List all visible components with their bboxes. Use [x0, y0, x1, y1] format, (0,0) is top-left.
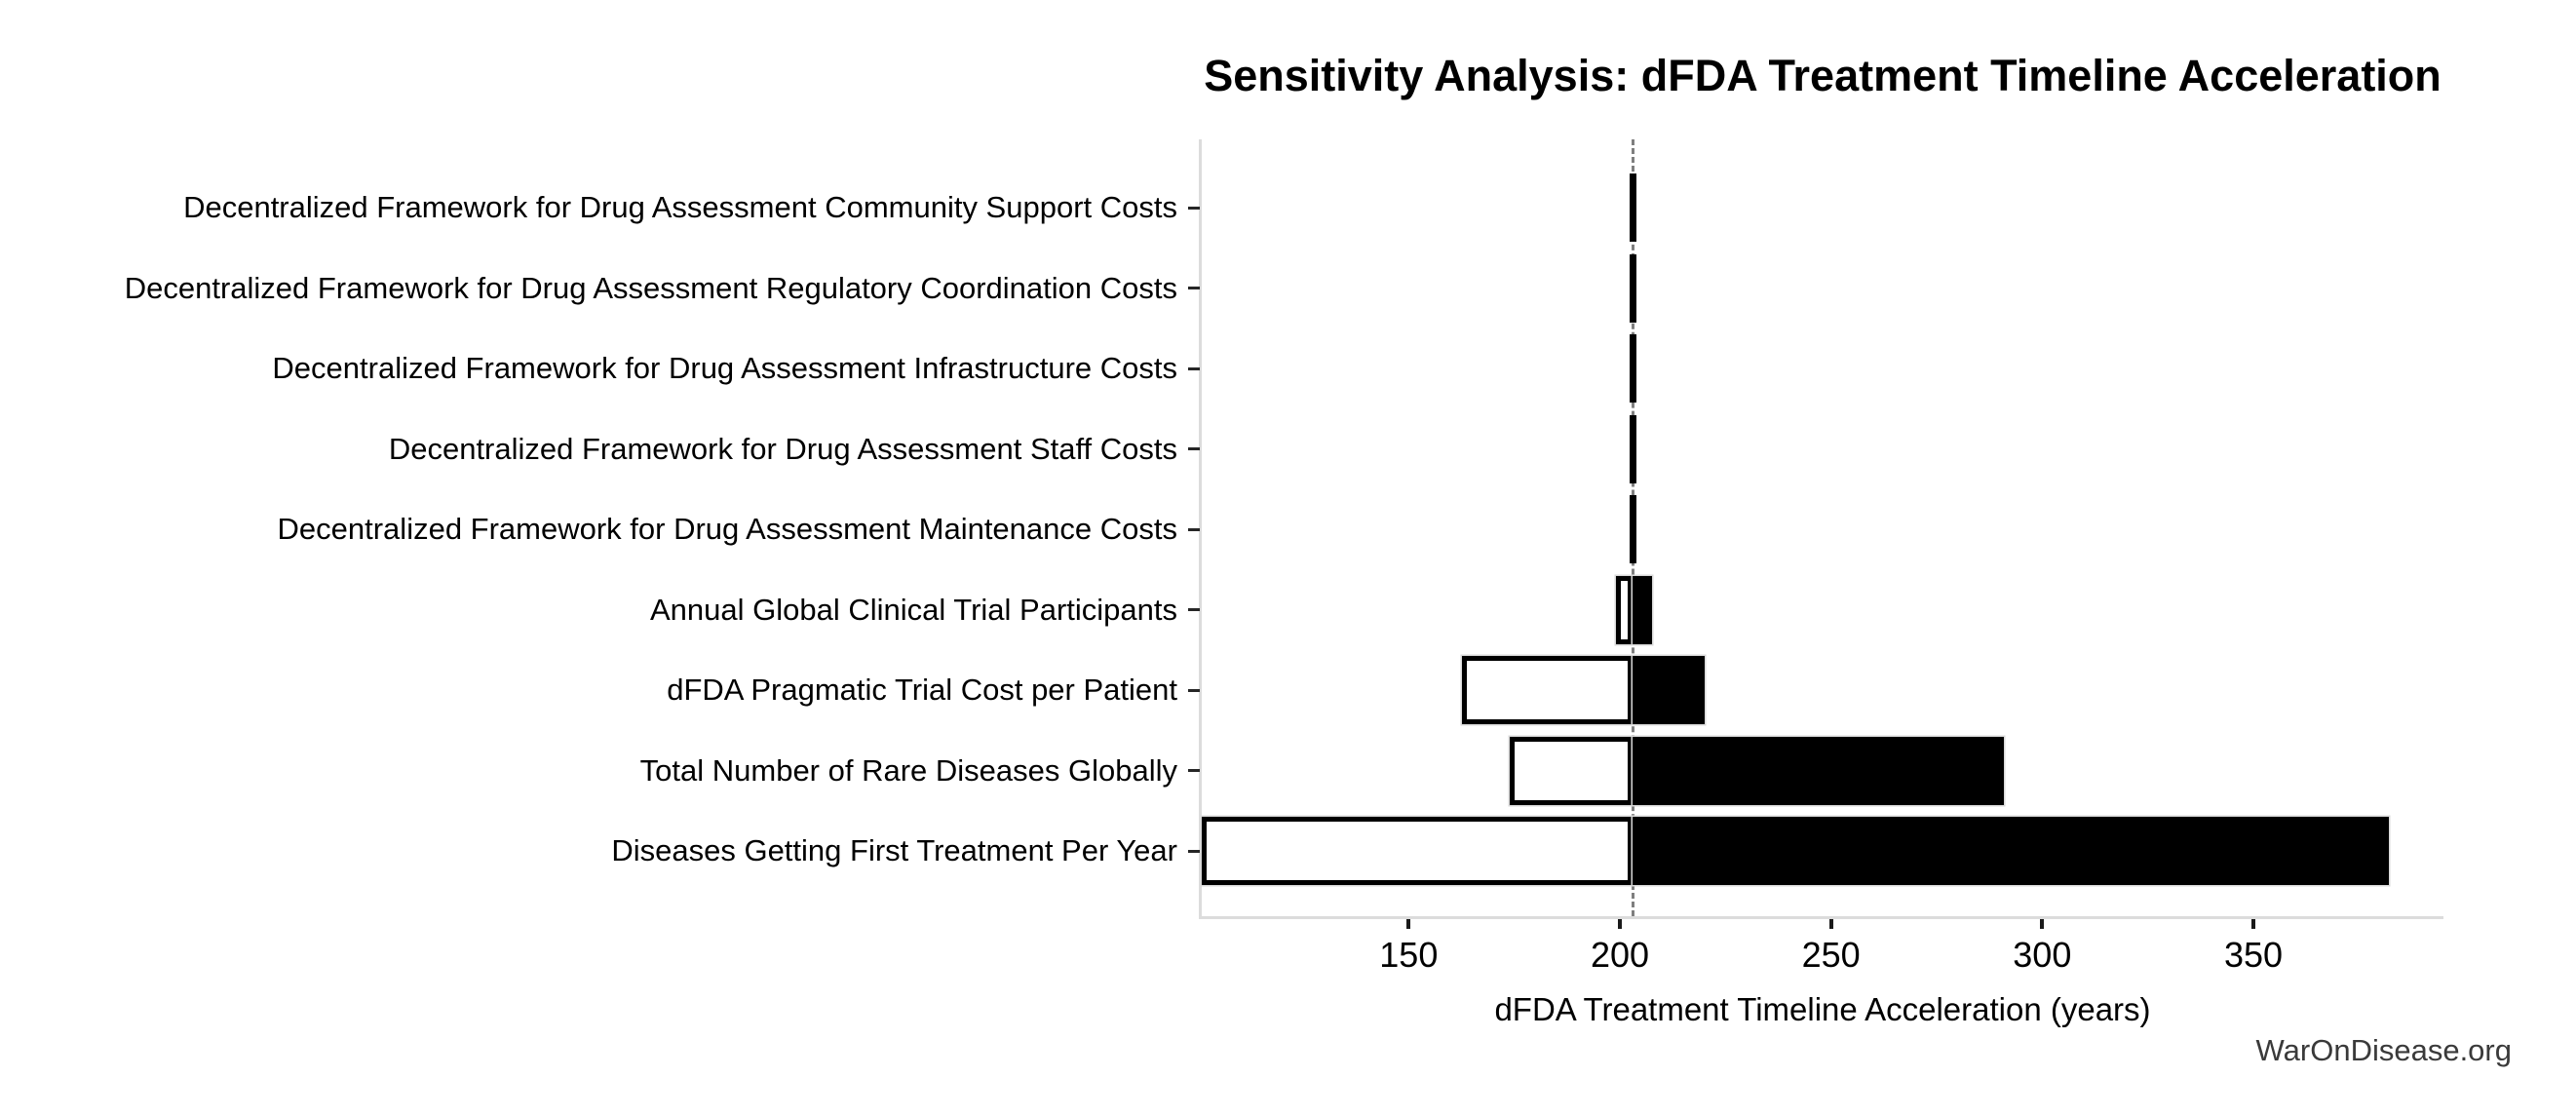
y-tick-mark: [1188, 688, 1200, 692]
high-estimate-bar: [1633, 656, 1705, 724]
category-label: Diseases Getting First Treatment Per Yea…: [611, 833, 1177, 867]
x-axis-label: dFDA Treatment Timeline Acceleration (ye…: [1494, 991, 2151, 1027]
x-tick-label: 350: [2223, 935, 2284, 975]
category-label: Decentralized Framework for Drug Assessm…: [272, 351, 1177, 385]
x-tick-mark: [1828, 919, 1833, 929]
category-label: Decentralized Framework for Drug Assessm…: [277, 512, 1177, 546]
x-tick-mark: [2251, 919, 2255, 929]
category-label: Total Number of Rare Diseases Globally: [639, 752, 1177, 788]
high-estimate-bar: [1633, 817, 2389, 885]
negligible-impact-bar: [1629, 495, 1636, 563]
y-tick-mark: [1188, 849, 1200, 853]
x-tick-label: 150: [1379, 935, 1439, 975]
low-estimate-bar: [1510, 736, 1633, 805]
y-axis-spine: [1199, 139, 1202, 919]
negligible-impact-bar: [1629, 414, 1636, 483]
x-tick-label: 200: [1590, 935, 1650, 975]
category-label: Decentralized Framework for Drug Assessm…: [124, 270, 1177, 305]
low-estimate-bar: [1461, 656, 1633, 724]
x-tick-mark: [1618, 919, 1622, 929]
y-tick-mark: [1188, 447, 1200, 450]
plot-area: 150 200 250 300 350: [1188, 139, 2443, 975]
category-label: Decentralized Framework for Drug Assessm…: [183, 190, 1177, 224]
category-label: Decentralized Framework for Drug Assessm…: [388, 431, 1177, 466]
high-estimate-bar: [1633, 575, 1652, 644]
low-estimate-bar: [1615, 575, 1633, 644]
watermark-text: WarOnDisease.org: [2255, 1033, 2512, 1067]
y-tick-mark: [1188, 287, 1200, 289]
high-estimate-bar: [1633, 736, 2005, 805]
negligible-impact-bar: [1629, 253, 1636, 323]
negligible-impact-bar: [1629, 334, 1636, 403]
category-label: Annual Global Clinical Trial Participant…: [649, 592, 1177, 627]
y-tick-mark: [1188, 366, 1200, 370]
y-tick-mark: [1188, 527, 1200, 531]
low-estimate-bar: [1202, 817, 1633, 885]
category-label: dFDA Pragmatic Trial Cost per Patient: [667, 673, 1177, 707]
x-tick-label: 250: [1801, 935, 1861, 975]
x-axis-spine: [1199, 916, 2443, 919]
x-tick-label: 300: [2013, 935, 2072, 975]
negligible-impact-bar: [1629, 173, 1636, 242]
y-tick-mark: [1188, 206, 1200, 210]
x-tick-mark: [1406, 919, 1411, 929]
y-tick-mark: [1188, 769, 1200, 772]
x-tick-mark: [2040, 919, 2045, 929]
chart-title: Sensitivity Analysis: dFDA Treatment Tim…: [1204, 51, 2441, 100]
y-tick-mark: [1188, 608, 1200, 611]
